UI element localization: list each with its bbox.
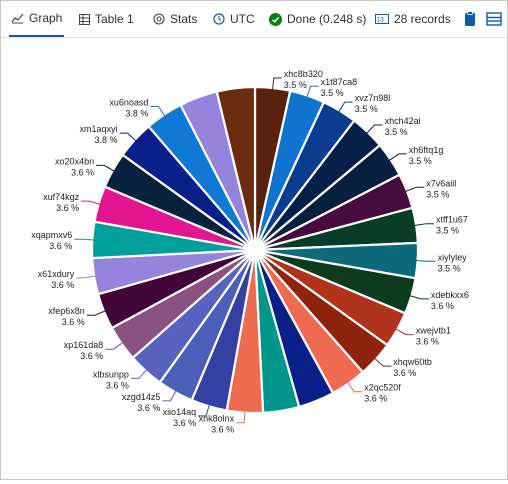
slice-percent-x1t87ca8: 3.5 % <box>321 88 344 98</box>
pie-chart-area: xhc8b320 3.5 % x1t87ca8 3.5 % xvz7n98l 3.5 % x… <box>1 38 507 479</box>
slice-percent-xhc8b320: 3.5 % <box>284 80 307 90</box>
slice-label-x61xdury: x61xdury <box>38 269 75 279</box>
leader-line-x2qc520f <box>345 379 363 393</box>
timezone-indicator[interactable]: UTC <box>213 1 255 37</box>
tab-graph[interactable]: Graph <box>9 1 65 37</box>
slice-percent-xiylyley: 3.5 % <box>438 263 461 273</box>
leader-line-xnk8olnx <box>236 408 246 424</box>
pie-slice-unlabeled-27[interactable] <box>215 85 257 251</box>
leader-line-xwejvtb1 <box>393 327 414 336</box>
slice-label-x7v6aiil: x7v6aiil <box>426 178 456 188</box>
leader-line-xhc8b320 <box>271 77 282 92</box>
slice-percent-xu6noasd: 3.8 % <box>125 109 148 119</box>
slice-percent-xhch42ai: 3.5 % <box>385 127 408 137</box>
slice-percent-xiio14aq: 3.6 % <box>173 418 196 428</box>
slice-label-xlbsunpp: xlbsunpp <box>93 369 129 379</box>
layout-icon[interactable] <box>485 10 503 28</box>
slice-label-x2qc520f: x2qc520f <box>364 383 401 393</box>
slice-label-xtff1u67: xtff1u67 <box>436 215 468 225</box>
slice-percent-x7v6aiil: 3.5 % <box>426 189 449 199</box>
leader-line-xiylyley <box>413 259 436 262</box>
slice-label-xm1aqxyi: xm1aqxyi <box>79 124 117 134</box>
slice-percent-xh6ftq1g: 3.5 % <box>409 156 432 166</box>
slice-label-xhc8b320: xhc8b320 <box>284 69 323 79</box>
table-icon <box>79 13 90 25</box>
tab-table-1[interactable]: Table 1 <box>79 1 134 37</box>
leader-line-xfep6x8n <box>86 309 108 316</box>
leader-line-xhqw60tb <box>372 356 392 367</box>
slice-label-xqapmxv6: xqapmxv6 <box>31 230 72 240</box>
leader-line-xh6ftq1g <box>386 153 407 163</box>
svg-text:1​3: 1​3 <box>377 18 384 24</box>
leader-line-x7v6aiil <box>403 186 425 193</box>
slice-percent-xwejvtb1: 3.6 % <box>416 337 439 347</box>
slice-percent-xtff1u67: 3.5 % <box>436 226 459 236</box>
slice-label-xdebkxx6: xdebkxx6 <box>431 290 469 300</box>
leader-line-xo20x4bn <box>96 164 117 173</box>
clock-icon <box>213 13 225 25</box>
leader-line-xdebkxx6 <box>407 294 429 300</box>
leader-line-xlbsunpp <box>130 367 149 379</box>
tab-graph-label: Graph <box>29 11 63 25</box>
leader-line-xzgd14z5 <box>162 388 178 402</box>
slice-label-xuf74kgz: xuf74kgz <box>43 192 80 202</box>
slice-label-xwejvtb1: xwejvtb1 <box>416 326 451 336</box>
slice-percent-xnk8olnx: 3.6 % <box>211 425 234 435</box>
leader-line-xtff1u67 <box>412 223 434 227</box>
slice-percent-xlbsunpp: 3.6 % <box>106 380 129 390</box>
slice-percent-xuf74kgz: 3.6 % <box>56 203 79 213</box>
slice-percent-xzgd14z5: 3.6 % <box>137 403 160 413</box>
slice-percent-xm1aqxyi: 3.8 % <box>94 135 117 145</box>
line-chart-icon <box>11 13 24 24</box>
slice-label-xhch42ai: xhch42ai <box>385 116 421 126</box>
records-icon: 1​3 <box>375 14 389 24</box>
leader-line-xu6noasd <box>150 106 167 119</box>
slice-label-xiylyley: xiylyley <box>438 252 468 262</box>
tab-stats-label: Stats <box>170 12 198 26</box>
leader-line-xp161da8 <box>105 340 126 350</box>
slice-label-xp161da8: xp161da8 <box>64 340 104 350</box>
check-circle-icon <box>269 12 282 26</box>
leader-line-x61xdury <box>76 275 99 279</box>
slice-label-xhqw60tb: xhqw60tb <box>393 357 432 367</box>
slice-label-xfep6x8n: xfep6x8n <box>48 306 85 316</box>
tab-stats[interactable]: Stats <box>153 1 197 37</box>
clipboard-icon[interactable] <box>461 10 479 28</box>
slice-percent-xvz7n98l: 3.5 % <box>355 104 378 114</box>
slice-label-xu6noasd: xu6noasd <box>109 98 148 108</box>
query-status: Done (0.248 s) <box>269 1 366 37</box>
tab-table-1-label: Table 1 <box>95 12 134 26</box>
slice-label-xo20x4bn: xo20x4bn <box>55 156 94 166</box>
slice-percent-x61xdury: 3.6 % <box>51 280 74 290</box>
slice-label-xh6ftq1g: xh6ftq1g <box>409 145 444 155</box>
status-label: Done (0.248 s) <box>287 12 367 26</box>
leader-line-xhch42ai <box>364 124 383 136</box>
slice-percent-xp161da8: 3.6 % <box>80 351 103 361</box>
leader-line-x1t87ca8 <box>305 85 319 100</box>
slice-percent-xfep6x8n: 3.6 % <box>62 317 85 327</box>
leader-line-xvz7n98l <box>337 101 353 115</box>
stats-icon <box>153 13 165 25</box>
slice-label-x1t87ca8: x1t87ca8 <box>321 77 358 87</box>
slice-percent-xqapmxv6: 3.6 % <box>49 241 72 251</box>
slice-label-xvz7n98l: xvz7n98l <box>355 93 391 103</box>
leader-line-xiio14aq <box>198 402 211 417</box>
slice-percent-x2qc520f: 3.6 % <box>364 394 387 404</box>
slice-percent-xhqw60tb: 3.6 % <box>393 368 416 378</box>
slice-label-xnk8olnx: xnk8olnx <box>199 414 235 424</box>
results-toolbar: Graph Table 1 Stats UTC <box>1 1 507 38</box>
record-count: 1​3 28 records <box>375 1 451 37</box>
leader-line-xuf74kgz <box>81 200 103 206</box>
record-count-label: 28 records <box>394 12 451 26</box>
timezone-label: UTC <box>230 12 255 26</box>
slice-label-xiio14aq: xiio14aq <box>163 407 197 417</box>
slice-percent-xdebkxx6: 3.6 % <box>431 301 454 311</box>
leader-line-xm1aqxyi <box>119 132 139 143</box>
leader-line-xqapmxv6 <box>74 238 97 241</box>
slice-label-xzgd14z5: xzgd14z5 <box>122 392 161 402</box>
slice-percent-xo20x4bn: 3.6 % <box>71 167 94 177</box>
